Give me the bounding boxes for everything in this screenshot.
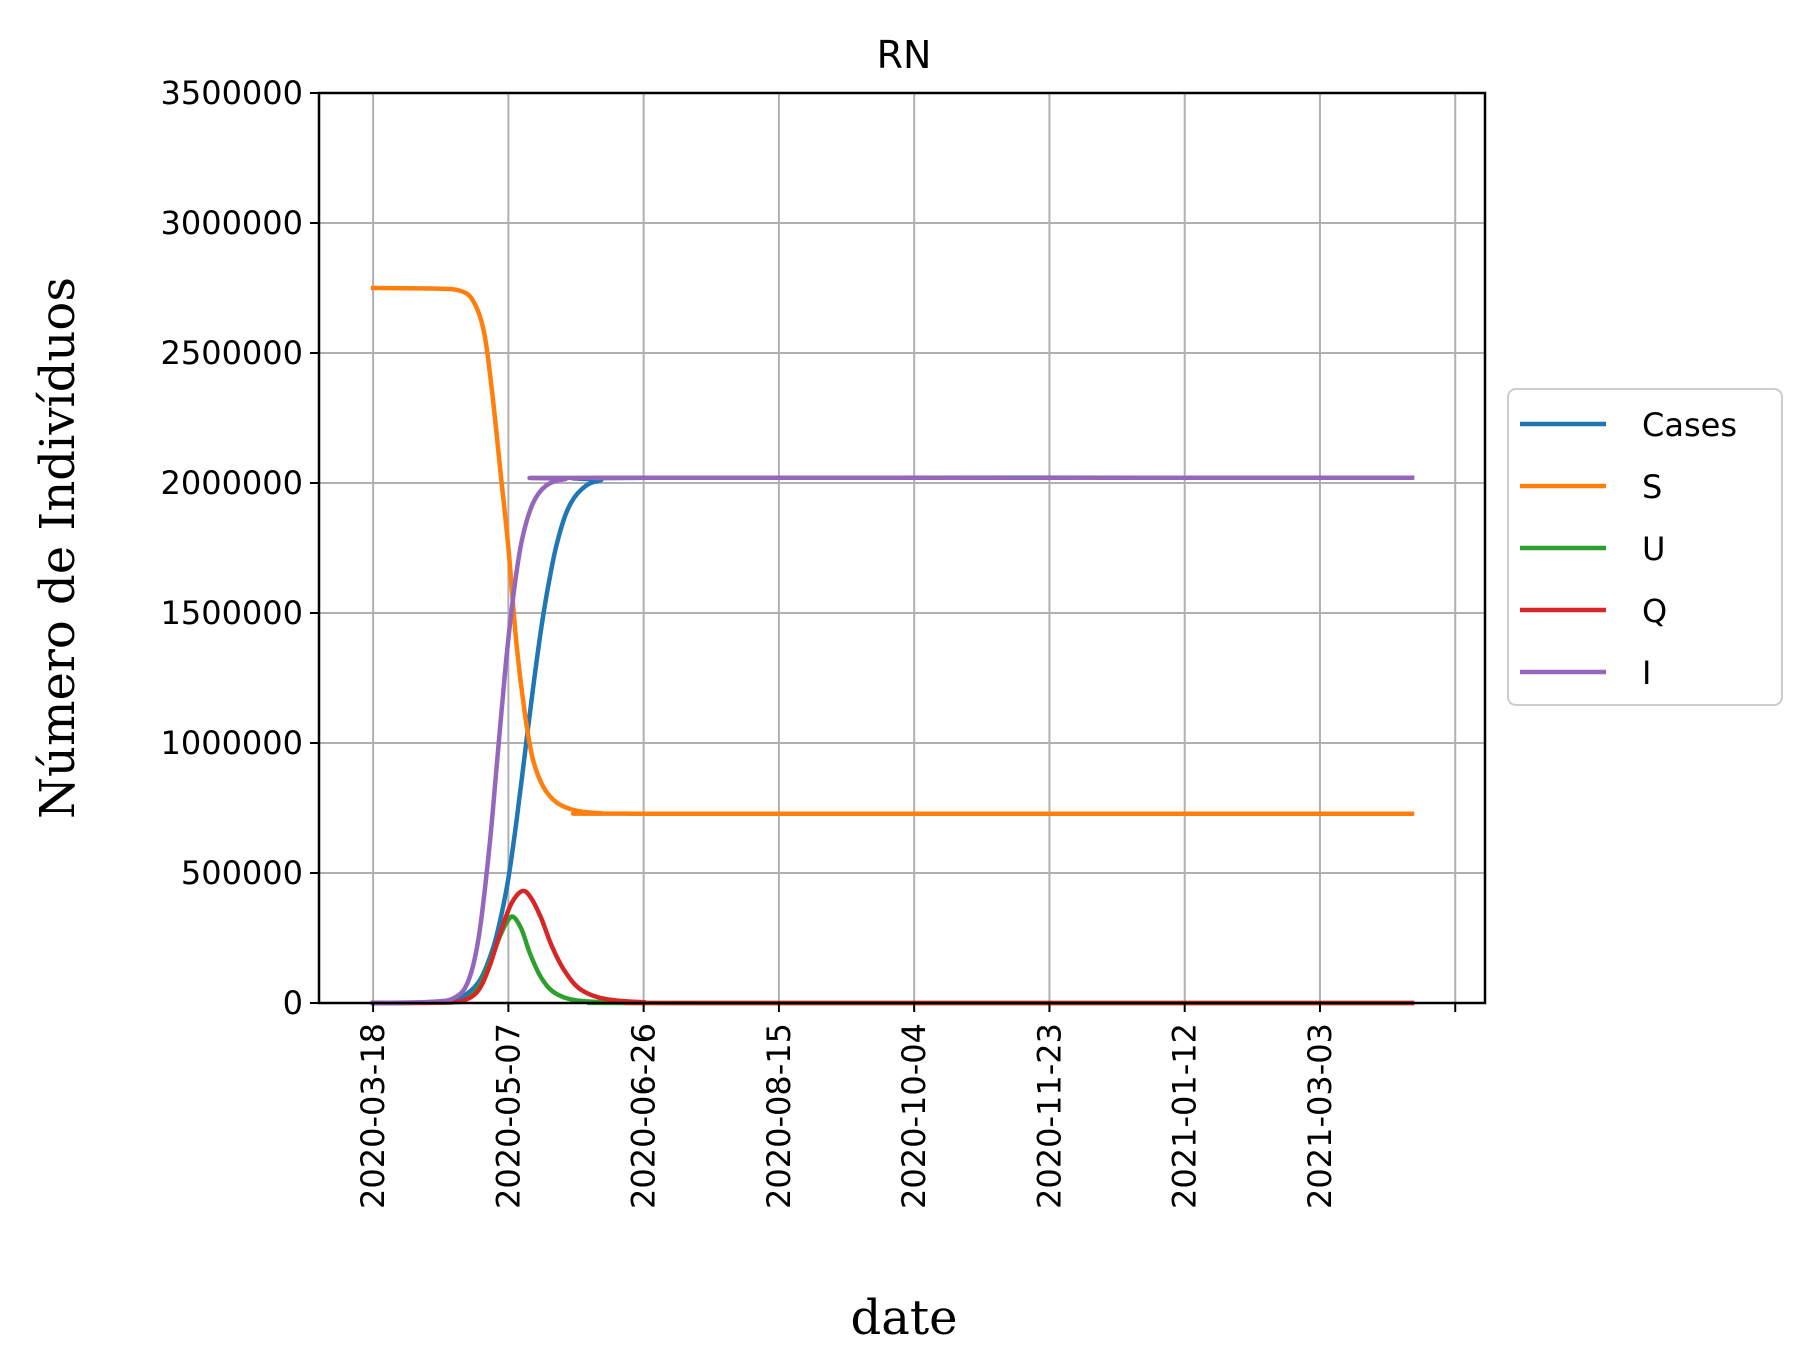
plot-frame [317,91,1487,1005]
series-line-u [370,914,1415,1006]
plot-series [370,285,1415,1006]
y-tick-label: 500000 [181,854,303,892]
x-axis-label: date [850,1290,957,1346]
x-axis-ticks: 2020-03-18 2020-05-07 2020-06-26 2020-08-15… [354,1003,1457,1209]
y-tick-label: 0 [283,984,303,1022]
legend-label: I [1642,654,1651,692]
legend-label: U [1642,530,1665,568]
y-tick-label: 2500000 [160,334,303,372]
legend-label: Cases [1642,406,1737,444]
y-tick-label: 3500000 [160,74,303,112]
series-line-s [370,285,1415,816]
x-tick-label: 2021-01-12 [1166,1023,1204,1209]
legend-label: S [1642,468,1662,506]
legend-label: Q [1642,592,1667,630]
series-line-i [370,475,1415,1006]
grid [319,92,1485,1004]
x-tick-label: 2021-03-03 [1301,1023,1339,1209]
x-tick-label: 2020-03-18 [354,1023,392,1209]
y-tick-label: 3000000 [160,204,303,242]
x-tick-label: 2020-05-07 [489,1023,527,1209]
x-tick-label: 2020-06-26 [625,1023,663,1209]
x-tick-label: 2020-11-23 [1030,1023,1068,1209]
x-tick-label: 2020-10-04 [895,1023,933,1209]
y-tick-label: 2000000 [160,464,303,502]
legend-box [1507,388,1783,706]
y-axis-ticks: 0 500000 1000000 1500000 2000000 2500000 30000… [160,74,319,1022]
x-tick-label: 2020-08-15 [760,1023,798,1209]
y-tick-label: 1500000 [160,594,303,632]
chart-title: RN [877,33,932,77]
y-axis-label: Número de Indivíduos [30,277,86,819]
y-tick-label: 1000000 [160,724,303,762]
